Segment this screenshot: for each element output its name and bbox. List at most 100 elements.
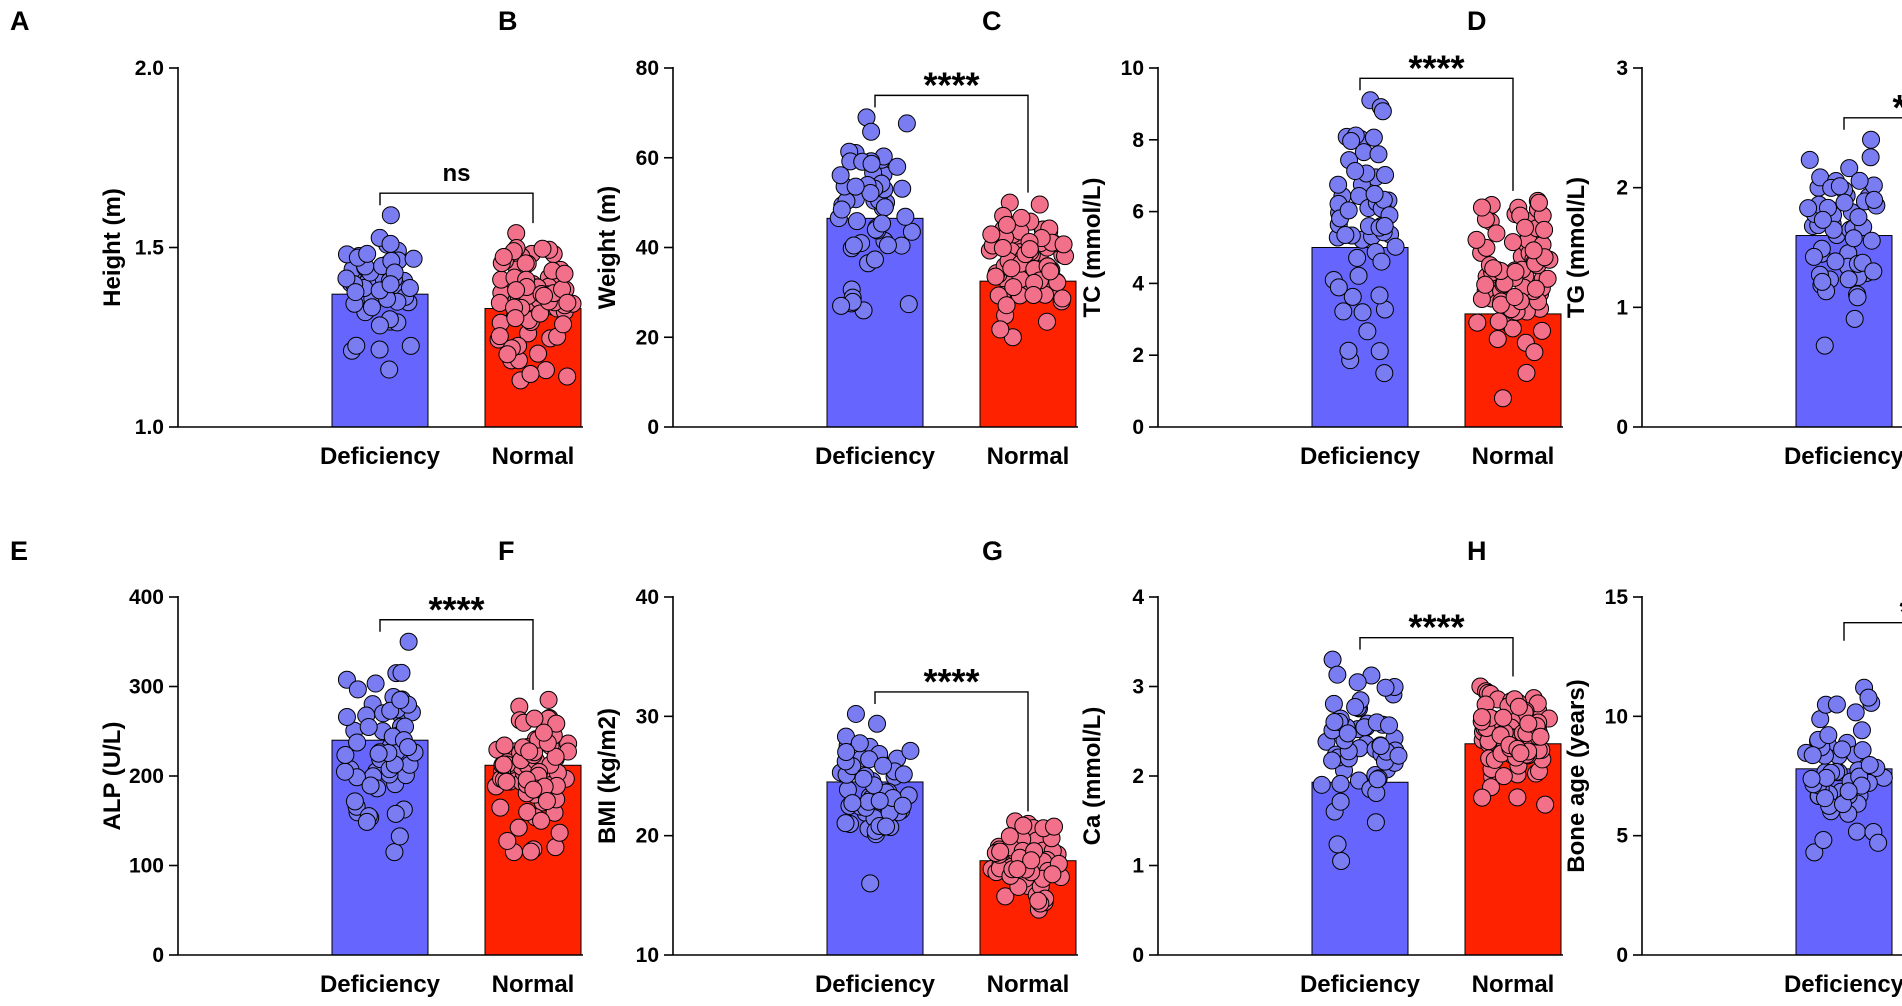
data-point bbox=[1325, 712, 1344, 731]
data-point bbox=[1826, 252, 1845, 271]
data-point bbox=[1346, 698, 1365, 717]
data-point bbox=[1813, 210, 1832, 229]
y-tick-label: 2 bbox=[1132, 765, 1144, 788]
data-point bbox=[1348, 673, 1367, 692]
panel-g: G Ca (mmol/L) Deficiency Normal 0 1 2 3 4 **** bbox=[982, 536, 1563, 998]
data-point bbox=[896, 207, 915, 226]
data-point bbox=[836, 814, 855, 833]
y-tick-label: 0 bbox=[1616, 416, 1628, 439]
data-point bbox=[1508, 788, 1527, 807]
data-point bbox=[357, 812, 376, 831]
data-point bbox=[1494, 767, 1513, 786]
data-point bbox=[877, 817, 896, 836]
category-label: Deficiency bbox=[320, 443, 441, 470]
data-point bbox=[507, 281, 526, 300]
data-point bbox=[535, 286, 554, 305]
data-point bbox=[498, 345, 517, 364]
data-point bbox=[875, 198, 894, 217]
significance-label: **** bbox=[1408, 47, 1464, 88]
y-tick-label: 10 bbox=[1121, 57, 1144, 80]
data-point bbox=[1848, 288, 1867, 307]
data-point bbox=[1054, 235, 1073, 254]
data-point bbox=[1002, 259, 1021, 278]
y-axis-label: BMI (kg/m2) bbox=[594, 708, 621, 844]
panel-a: A Height (m) Deficiency Normal 1.0 1.5 2.0 ns bbox=[10, 6, 583, 470]
significance-label: **** bbox=[428, 589, 484, 630]
points-deficiency bbox=[337, 206, 423, 379]
y-tick-label: 400 bbox=[129, 586, 164, 609]
data-point bbox=[1830, 177, 1849, 196]
data-point bbox=[529, 344, 548, 363]
data-point bbox=[1827, 695, 1846, 714]
data-point bbox=[491, 798, 510, 817]
significance-label: *** bbox=[1899, 592, 1902, 633]
points-normal bbox=[982, 812, 1070, 919]
y-tick-label: 10 bbox=[1605, 705, 1628, 728]
significance-bracket bbox=[1843, 622, 1902, 641]
significance-bracket bbox=[874, 94, 1029, 193]
data-point bbox=[902, 222, 921, 241]
data-point bbox=[1869, 833, 1888, 852]
significance-bracket bbox=[1359, 77, 1514, 191]
data-point bbox=[1815, 336, 1834, 355]
data-point bbox=[380, 360, 399, 379]
category-label: Deficiency bbox=[815, 443, 936, 470]
category-label: Normal bbox=[987, 443, 1070, 470]
data-point bbox=[558, 293, 577, 312]
data-point bbox=[888, 157, 907, 176]
data-point bbox=[401, 336, 420, 355]
y-tick-label: 5 bbox=[1616, 825, 1628, 848]
data-point bbox=[1053, 289, 1072, 308]
y-tick-label: 100 bbox=[129, 855, 164, 878]
data-point bbox=[1816, 789, 1835, 808]
data-point bbox=[1369, 145, 1388, 164]
panel-letter: A bbox=[10, 6, 30, 36]
y-tick-label: 4 bbox=[1132, 586, 1144, 609]
panel-letter: G bbox=[982, 536, 1003, 566]
y-tick-label: 3 bbox=[1616, 57, 1628, 80]
data-point bbox=[518, 802, 537, 821]
points-normal bbox=[1467, 191, 1559, 408]
data-point bbox=[862, 122, 881, 141]
y-tick-label: 15 bbox=[1605, 586, 1629, 609]
y-tick-label: 10 bbox=[636, 944, 659, 967]
data-point bbox=[533, 239, 552, 258]
category-label: Normal bbox=[492, 443, 575, 470]
data-point bbox=[991, 842, 1010, 861]
y-tick-label: 2 bbox=[1616, 177, 1628, 200]
data-point bbox=[345, 792, 364, 811]
y-tick-label: 1.5 bbox=[135, 237, 165, 260]
data-point bbox=[554, 315, 573, 334]
data-point bbox=[1329, 175, 1348, 194]
data-point bbox=[1022, 851, 1041, 870]
data-point bbox=[1334, 302, 1353, 321]
y-tick-label: 4 bbox=[1132, 272, 1144, 295]
significance-label: **** bbox=[923, 661, 979, 702]
data-point bbox=[901, 741, 920, 760]
significance-label: **** bbox=[1892, 87, 1902, 128]
category-label: Normal bbox=[1472, 443, 1555, 470]
data-point bbox=[1865, 190, 1884, 209]
data-point bbox=[337, 708, 356, 727]
data-point bbox=[1844, 229, 1863, 248]
significance-bracket bbox=[1843, 117, 1902, 130]
panel-letter: B bbox=[498, 6, 518, 36]
panel-b: B Weight (m) Deficiency Normal 0 20 40 60 80 **** bbox=[498, 6, 1078, 470]
data-point bbox=[1849, 208, 1868, 227]
data-point bbox=[1332, 852, 1351, 871]
data-point bbox=[381, 234, 400, 253]
data-point bbox=[1864, 262, 1883, 281]
data-point bbox=[897, 114, 916, 133]
data-point bbox=[1472, 708, 1491, 727]
y-tick-label: 1 bbox=[1616, 296, 1628, 319]
data-point bbox=[1472, 198, 1491, 217]
data-point bbox=[1008, 860, 1027, 879]
data-point bbox=[1840, 159, 1859, 178]
data-point bbox=[369, 744, 388, 763]
data-point bbox=[1488, 330, 1507, 349]
data-point bbox=[521, 365, 540, 384]
data-point bbox=[846, 704, 865, 723]
data-point bbox=[1862, 231, 1881, 250]
y-tick-label: 3 bbox=[1132, 676, 1144, 699]
y-tick-label: 0 bbox=[1132, 416, 1144, 439]
